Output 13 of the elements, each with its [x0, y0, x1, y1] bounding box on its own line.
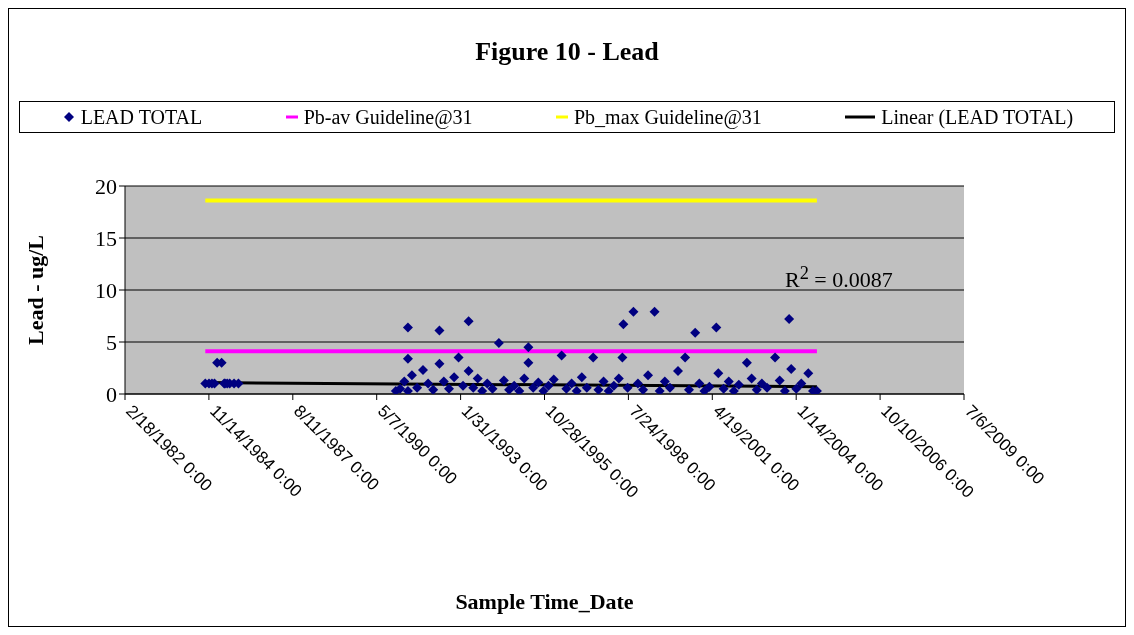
- x-axis-title: Sample Time_Date: [455, 589, 634, 614]
- y-tick-label: 5: [106, 329, 117, 355]
- legend-label: Pb-av Guideline@31: [303, 105, 473, 129]
- y-axis-title: Lead - ug/L: [22, 234, 48, 346]
- y-tick-label: 15: [95, 225, 117, 251]
- y-tick-label: 10: [95, 277, 117, 303]
- y-tick-label: 20: [95, 173, 117, 199]
- legend-label: LEAD TOTAL: [80, 105, 203, 129]
- y-tick-label: 0: [106, 381, 117, 407]
- legend-label: Pb_max Guideline@31: [573, 105, 762, 129]
- legend-label: Linear (LEAD TOTAL): [881, 105, 1074, 129]
- annotation: R$^{2}$ = 0.0087: [785, 263, 893, 294]
- chart-title: Figure 10 - Lead: [474, 37, 660, 67]
